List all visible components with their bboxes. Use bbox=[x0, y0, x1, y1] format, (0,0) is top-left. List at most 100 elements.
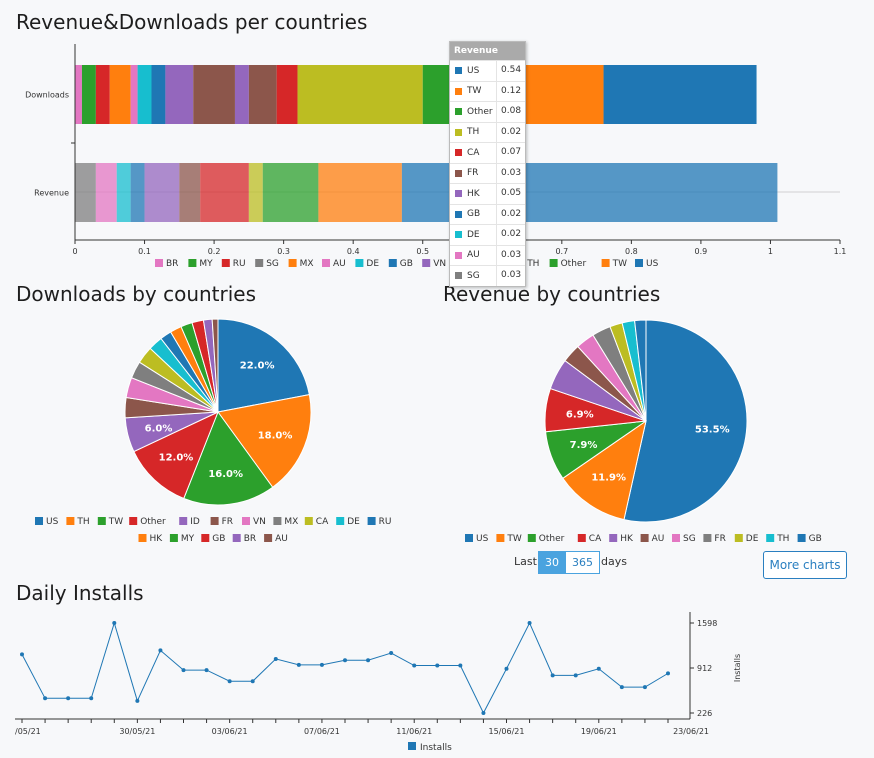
legend-label-us: US bbox=[646, 259, 659, 269]
installs-point bbox=[412, 663, 417, 668]
revenue-slice-tw bbox=[562, 419, 647, 521]
tooltip-row-name: DE bbox=[467, 229, 480, 240]
installs-point bbox=[366, 658, 371, 663]
tooltip-row-value: 0.05 bbox=[496, 184, 525, 204]
period-365-button[interactable]: 365 bbox=[566, 551, 600, 574]
downloads-legend-swatch-us bbox=[35, 517, 43, 525]
tooltip-row: US 0.54 bbox=[450, 60, 525, 81]
tooltip-row: CA 0.07 bbox=[450, 142, 525, 163]
tooltip-row-name: TH bbox=[467, 127, 480, 138]
x-tick-label: 07/06/21 bbox=[304, 727, 340, 736]
revenue-legend-swatch-gb bbox=[797, 534, 806, 542]
revenue-legend-label-de: DE bbox=[746, 534, 759, 544]
x-tick-label: 0.7 bbox=[555, 247, 568, 256]
downloads-legend-label-other: Other bbox=[140, 517, 166, 527]
installs-point bbox=[204, 668, 209, 673]
downloads-legend-swatch-de bbox=[336, 517, 345, 525]
y-axis-label: Installs bbox=[733, 654, 742, 682]
tooltip-swatch bbox=[455, 87, 462, 95]
x-tick-label: 0.8 bbox=[625, 247, 638, 256]
revenue-legend-label-sg: SG bbox=[683, 534, 696, 544]
downloads-legend-swatch-br bbox=[232, 534, 241, 542]
revenue-slice-gb bbox=[634, 319, 647, 422]
installs-point bbox=[250, 679, 255, 684]
revenue-legend-label-hk: HK bbox=[620, 534, 634, 544]
bar-segment-revenue-fr bbox=[179, 163, 201, 222]
installs-point bbox=[319, 662, 324, 667]
installs-point bbox=[389, 651, 394, 656]
downloads-legend-swatch-fr bbox=[210, 517, 219, 525]
legend-swatch-br bbox=[155, 259, 163, 267]
tooltip-row-name: TW bbox=[467, 86, 482, 97]
legend-label-gb: GB bbox=[400, 259, 413, 269]
downloads-slice-us bbox=[217, 318, 310, 413]
tooltip-row-value: 0.03 bbox=[496, 266, 525, 286]
downloads-slice-tw bbox=[183, 410, 274, 506]
installs-point bbox=[619, 685, 624, 690]
bar-segment-downloads-mx bbox=[109, 65, 131, 124]
revenue-legend-swatch-th bbox=[766, 534, 775, 542]
daily-installs-chart: 1598 912 226 Installs/05/21 30/05/21 03/06/21… bbox=[15, 612, 742, 753]
downloads-pie-chart: 22.0% 18.0% 16.0% 12.0% 6.0% US TH TW Other ID FR V… bbox=[35, 318, 391, 544]
more-charts-button[interactable]: More charts bbox=[763, 551, 847, 579]
legend-label-tw: TW bbox=[612, 259, 627, 269]
bar-segment-revenue-gb bbox=[130, 163, 145, 222]
installs-point bbox=[481, 711, 486, 715]
revenue-legend-swatch-us bbox=[465, 534, 473, 542]
tooltip-row-value: 0.02 bbox=[496, 225, 525, 245]
downloads-slice-au bbox=[211, 318, 219, 413]
downloads-slice-label: 22.0% bbox=[240, 361, 275, 372]
downloads-slice-label: 16.0% bbox=[208, 469, 243, 480]
legend-swatch-other bbox=[549, 259, 558, 267]
tooltip-row: Other 0.08 bbox=[450, 101, 525, 122]
downloads-legend-swatch-id bbox=[179, 517, 188, 525]
daily-installs-title: Daily Installs bbox=[16, 581, 144, 605]
tooltip-row: SG 0.03 bbox=[450, 265, 525, 286]
tooltip-row-name: HK bbox=[467, 188, 480, 199]
tooltip-row: HK 0.05 bbox=[450, 183, 525, 204]
x-tick-label: 0.5 bbox=[416, 247, 429, 256]
downloads-legend-label-th: TH bbox=[76, 517, 89, 527]
downloads-legend-swatch-gb bbox=[201, 534, 210, 542]
last-label: Last bbox=[514, 555, 537, 568]
y-tick-label: 226 bbox=[697, 709, 712, 718]
downloads-pie-title: Downloads by countries bbox=[16, 282, 257, 306]
revenue-legend-swatch-de bbox=[734, 534, 743, 542]
revenue-legend-label-gb: GB bbox=[809, 534, 822, 544]
y-tick-label: 1598 bbox=[697, 619, 717, 628]
x-tick-label: 15/06/21 bbox=[489, 727, 525, 736]
x-tick-label: 0.4 bbox=[347, 247, 360, 256]
legend-label-other: Other bbox=[561, 259, 587, 269]
tooltip-row-value: 0.02 bbox=[496, 204, 525, 224]
downloads-legend-swatch-my bbox=[169, 534, 178, 542]
tooltip-row-name: AU bbox=[467, 250, 480, 261]
bar-segment-downloads-ca bbox=[276, 65, 298, 124]
legend-label-th: TH bbox=[526, 259, 539, 269]
installs-point bbox=[66, 696, 71, 701]
installs-point bbox=[158, 648, 163, 653]
bar-segment-revenue-sg bbox=[75, 163, 96, 222]
tooltip-row-value: 0.03 bbox=[496, 163, 525, 183]
legend-label-sg: SG bbox=[266, 259, 279, 269]
downloads-legend-label-my: MY bbox=[181, 534, 195, 544]
tooltip-swatch bbox=[455, 251, 462, 259]
tooltip-title: Revenue bbox=[450, 42, 525, 60]
tooltip-swatch bbox=[455, 231, 462, 239]
period-toggle: 30 365 bbox=[538, 551, 600, 574]
category-label-downloads: Downloads bbox=[25, 91, 69, 100]
downloads-legend-label-fr: FR bbox=[222, 517, 233, 527]
bar-segment-downloads-au bbox=[75, 65, 82, 124]
revenue-legend-label-ca: CA bbox=[589, 534, 602, 544]
revenue-slice-label: 7.9% bbox=[570, 440, 598, 451]
downloads-legend-label-vn: VN bbox=[253, 517, 266, 527]
days-label: days bbox=[601, 555, 627, 568]
legend-swatch-vn bbox=[422, 259, 431, 267]
installs-point bbox=[112, 621, 117, 625]
downloads-legend-swatch-ru bbox=[367, 517, 376, 525]
revenue-legend-swatch-fr bbox=[703, 534, 712, 542]
x-tick-label: /05/21 bbox=[15, 727, 41, 736]
period-30-button[interactable]: 30 bbox=[538, 551, 566, 574]
downloads-legend-swatch-ca bbox=[304, 517, 313, 525]
tooltip-row-value: 0.12 bbox=[496, 81, 525, 101]
x-tick-label: 1.1 bbox=[834, 247, 847, 256]
